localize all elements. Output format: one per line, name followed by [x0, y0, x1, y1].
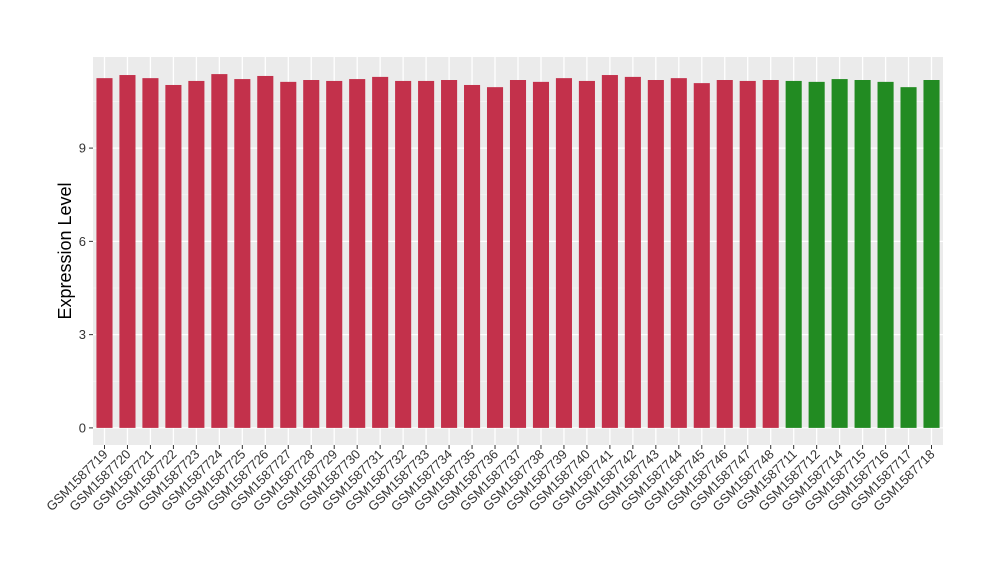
bar: [647, 80, 664, 428]
bar: [854, 80, 871, 428]
bar: [303, 80, 320, 428]
bar: [234, 79, 251, 428]
bar: [372, 76, 389, 428]
bar: [257, 75, 274, 428]
y-tick-label: 6: [79, 234, 86, 249]
bar: [211, 74, 228, 428]
bar: [464, 84, 481, 428]
bar: [739, 80, 756, 428]
bar: [670, 78, 687, 428]
bar: [326, 80, 343, 428]
bar: [142, 78, 159, 428]
bar: [923, 80, 940, 428]
bar: [716, 80, 733, 428]
bar: [601, 75, 618, 428]
bar: [624, 76, 641, 428]
bar: [693, 83, 710, 428]
bar: [555, 78, 572, 428]
bar: [785, 80, 802, 428]
bar: [762, 80, 779, 428]
bar: [900, 87, 917, 428]
bar: [877, 81, 894, 428]
bar: [418, 80, 435, 428]
y-tick-label: 9: [79, 141, 86, 156]
bar: [486, 87, 504, 428]
bar: [578, 80, 595, 428]
bar: [395, 80, 412, 428]
bar: [119, 75, 136, 428]
bar: [349, 79, 366, 428]
bar: [808, 81, 825, 428]
y-tick-label: 3: [79, 327, 86, 342]
bar: [165, 84, 182, 428]
bar: [188, 80, 205, 428]
bar: [831, 79, 848, 428]
bar: [509, 80, 527, 428]
bar: [96, 78, 113, 428]
bar: [441, 80, 458, 428]
bar: [280, 81, 297, 428]
y-axis-title: Expression Level: [55, 182, 75, 319]
y-tick-label: 0: [79, 420, 86, 435]
bar: [532, 81, 550, 428]
